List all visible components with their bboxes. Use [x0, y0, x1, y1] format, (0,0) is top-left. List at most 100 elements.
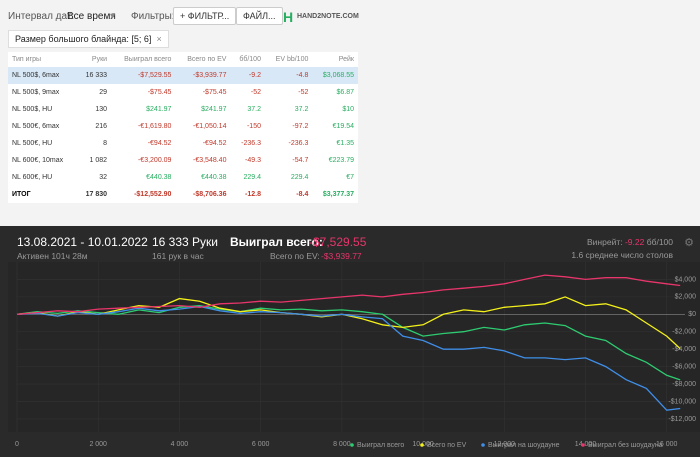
table-cell: NL 600€, 10max	[12, 157, 64, 164]
table-cell: -$7,529.55	[137, 72, 172, 79]
table-cell: 32	[99, 174, 108, 181]
table-row: NL 500$, 6max 16 333 -$7,529.55 -$3,939.77 -…	[8, 67, 358, 84]
logo-icon: H	[283, 9, 294, 25]
table-cell: -52	[298, 89, 309, 96]
chart-panel: 13.08.2021 - 10.01.2022 Активен 101ч 28м…	[0, 226, 700, 457]
winrate-label: Винрейт:	[587, 237, 623, 247]
table-cell: -54.7	[292, 157, 309, 164]
table-cell: 130	[95, 106, 108, 113]
date-range: 13.08.2021 - 10.01.2022	[17, 235, 148, 249]
table-cell: 1 082	[89, 157, 108, 164]
table-cell: $241.97	[201, 106, 227, 113]
filter-text: Размер большого блайнда: [5; 6]	[15, 34, 152, 44]
chart-logo: HAND2NOTE.COM	[36, 407, 98, 414]
table-cell: -$75.45	[202, 89, 227, 96]
active-time: Активен 101ч 28м	[17, 251, 88, 261]
table-cell: -52	[250, 89, 261, 96]
logo-icon: H	[23, 403, 32, 417]
chip-close[interactable]: ×	[156, 34, 162, 44]
table-cell: 29	[99, 89, 108, 96]
date-label: Интервал дат:	[8, 11, 75, 22]
table-cell: 17 830	[85, 191, 108, 198]
winrate: Винрейт: -9.22 бб/100	[587, 237, 673, 247]
table-cell: -236.3	[241, 140, 261, 147]
table-cell: 229.4	[290, 174, 309, 181]
table-cell: $3,068.55	[322, 72, 354, 79]
table-cell: NL 500$, 6max	[12, 72, 60, 79]
table-cell: €223.79	[328, 157, 354, 164]
table-cell: -12.8	[245, 191, 261, 198]
table-cell: -€94.52	[147, 140, 172, 147]
table-row: NL 500$, HU 130 $241.97 $241.97 37.2 37.2 $10	[8, 101, 358, 118]
table-cell: NL 500€, 6max	[12, 123, 60, 130]
column-header: Выиграл всего	[124, 56, 172, 63]
table-cell: $10	[342, 106, 354, 113]
column-header: бб/100	[239, 56, 261, 63]
ev-label: Всего по EV:	[270, 251, 320, 261]
table-cell: -€3,548.40	[192, 157, 227, 164]
add-filter-button[interactable]: + ФИЛЬТР...	[173, 7, 237, 25]
table-cell: -€3,200.09	[137, 157, 172, 164]
settings-icon[interactable]: ⚙	[684, 237, 694, 249]
table-row: NL 600€, HU 32 €440.38 €440.38 229.4 229.4 €7	[8, 169, 358, 186]
table-cell: NL 600€, HU	[12, 174, 53, 181]
hands-per-hour: 161 рук в час	[152, 251, 204, 261]
file-button[interactable]: ФАЙЛ...	[236, 7, 283, 25]
table-cell: $3,377.37	[322, 191, 354, 198]
table-cell: €440.38	[146, 174, 172, 181]
table-cell: -97.2	[292, 123, 309, 130]
column-header: Тип игры	[12, 56, 42, 63]
table-cell: €7	[346, 174, 354, 181]
table-cell: -$12,552.90	[134, 191, 172, 198]
column-header: Всего по EV	[187, 56, 227, 63]
table-cell: NL 500€, HU	[12, 140, 53, 147]
won-value: -$7,529.55	[309, 235, 367, 249]
table-cell: -150	[246, 123, 261, 130]
table-cell: -$3,939.77	[192, 72, 227, 79]
table-cell: -€1,050.14	[192, 123, 227, 130]
winrate-unit: бб/100	[646, 237, 673, 247]
table-cell: -9.2	[248, 72, 261, 79]
table-cell: NL 500$, HU	[12, 106, 53, 113]
table-cell: 37.2	[247, 106, 261, 113]
table-row: ИТОГ 17 830 -$12,552.90 -$8,706.36 -12.8 -8.4…	[8, 186, 358, 203]
table-cell: -4.8	[296, 72, 309, 79]
hands: 16 333 Руки	[152, 235, 218, 249]
table-cell: NL 500$, 9max	[12, 89, 60, 96]
table-cell: €1.35	[336, 140, 354, 147]
table-row: NL 500$, 9max 29 -$75.45 -$75.45 -52 -52 $6.87	[8, 84, 358, 101]
table-cell: 16 333	[85, 72, 108, 79]
date-select[interactable]: Все время	[67, 11, 116, 22]
table-cell: 37.2	[294, 106, 309, 113]
column-header: EV bb/100	[275, 56, 309, 63]
winrate-value: -9.22	[624, 237, 645, 247]
tables-avg: 1.6 среднее число столов	[571, 250, 673, 260]
table-cell: -49.3	[245, 157, 261, 164]
column-header: Рейк	[338, 56, 354, 63]
table-row: NL 500€, HU 8 -€94.52 -€94.52 -236.3 -236.3 €1…	[8, 135, 358, 152]
table-cell: -€1,619.80	[137, 123, 172, 130]
table-cell: $6.87	[336, 89, 354, 96]
column-header: Руки	[91, 56, 108, 63]
table-row: NL 600€, 10max 1 082 -€3,200.09 -€3,548.40 -…	[8, 152, 358, 169]
table-cell: -$75.45	[147, 89, 172, 96]
won-label: Выиграл всего:	[230, 235, 323, 249]
table-cell: €440.38	[201, 174, 227, 181]
table-cell: -8.4	[296, 191, 309, 198]
dropdown-arrow: ▾	[110, 11, 116, 22]
ev-value: -$3,939.77	[321, 251, 362, 261]
table-cell: -€94.52	[202, 140, 227, 147]
logo: HAND2NOTE.COM	[297, 13, 359, 20]
filter-chip[interactable]: Размер большого блайнда: [5; 6] ×	[8, 30, 169, 48]
table-cell: -$8,706.36	[192, 191, 227, 198]
table-cell: 216	[95, 123, 108, 130]
table-cell: -236.3	[288, 140, 309, 147]
table-row: NL 500€, 6max 216 -€1,619.80 -€1,050.14 -150…	[8, 118, 358, 135]
table-cell: €19.54	[332, 123, 354, 130]
table-cell: 8	[103, 140, 108, 147]
filters-label: Фильтры:	[131, 11, 175, 22]
table-cell: ИТОГ	[12, 191, 31, 198]
header-row: Тип игры Руки Выиграл всего Всего по EV бб/1…	[8, 52, 358, 67]
stats-table: Тип игры Руки Выиграл всего Всего по EV бб/1…	[8, 52, 358, 203]
